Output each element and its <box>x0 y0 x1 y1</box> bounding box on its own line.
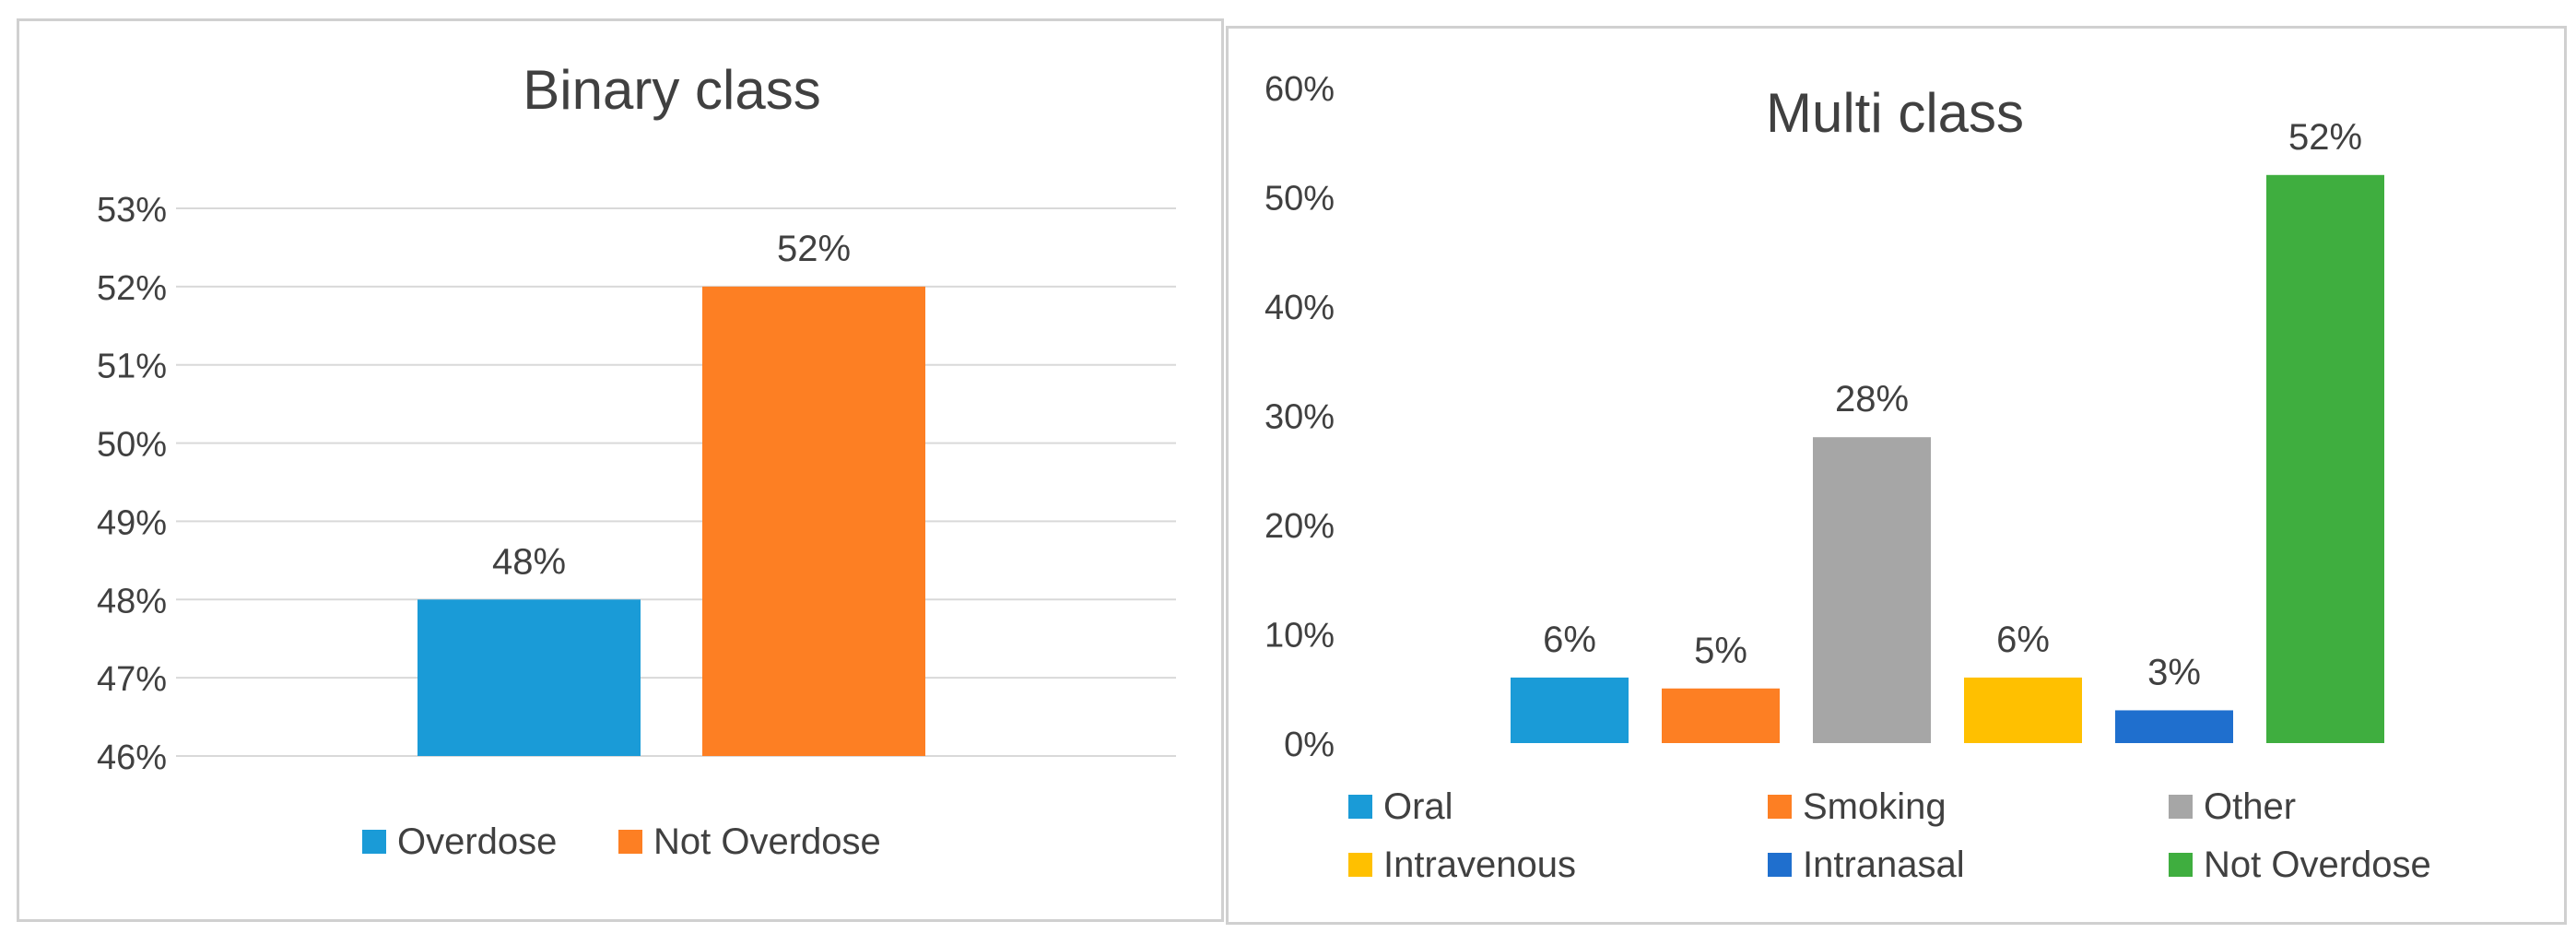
y-tick-label: 52% <box>97 269 167 308</box>
legend-label: Intranasal <box>1803 845 1965 885</box>
data-label: 48% <box>492 541 566 582</box>
bar-oral <box>1511 677 1629 743</box>
y-tick-label: 20% <box>1264 507 1335 546</box>
binary-class-chart: Binary class 46% 47% 48% 49% 50% 51% 52% 53% 48% 5… <box>97 59 1176 862</box>
y-tick-label: 50% <box>1264 180 1335 219</box>
legend-swatch <box>362 830 386 854</box>
data-label: 6% <box>1996 620 2050 660</box>
y-tick-label: 10% <box>1264 617 1335 656</box>
legend-label: Overdose <box>397 821 557 862</box>
data-label: 3% <box>2147 652 2201 692</box>
legend-label: Not Overdose <box>2204 845 2431 885</box>
legend-label: Not Overdose <box>653 821 881 862</box>
y-tick-label: 0% <box>1284 726 1335 764</box>
legend-label: Intravenous <box>1383 845 1576 885</box>
legend-swatch <box>2169 853 2193 877</box>
y-tick-label: 49% <box>97 503 167 542</box>
legend-swatch <box>1768 853 1792 877</box>
y-tick-label: 48% <box>97 582 167 620</box>
legend-swatch <box>1768 795 1792 819</box>
chart-title: Multi class <box>1766 82 2024 144</box>
y-tick-label: 40% <box>1264 289 1335 327</box>
bar-smoking <box>1662 688 1780 743</box>
y-tick-label: 60% <box>1264 70 1335 109</box>
y-tick-label: 50% <box>97 426 167 465</box>
bar-not-overdose <box>702 286 925 756</box>
binary-class-chart-panel: Binary class 46% 47% 48% 49% 50% 51% 52% 53% 48% 5… <box>17 18 1224 922</box>
data-label: 52% <box>777 229 851 269</box>
bar-not-overdose <box>2266 174 2384 744</box>
data-label: 52% <box>2288 117 2362 158</box>
legend-label: Oral <box>1383 786 1453 827</box>
bar-intranasal <box>2115 710 2233 743</box>
legend-swatch <box>2169 795 2193 819</box>
y-tick-label: 51% <box>97 348 167 386</box>
data-label: 5% <box>1694 631 1747 671</box>
y-tick-label: 47% <box>97 660 167 699</box>
legend-swatch <box>1348 795 1372 819</box>
chart-title: Binary class <box>523 59 820 121</box>
multi-class-chart-panel: Multi class 0% 10% 20% 30% 40% 50% 60% 6% 5% 28% 6%… <box>1226 26 2567 925</box>
bar-overdose <box>418 599 641 756</box>
y-tick-label: 53% <box>97 191 167 230</box>
legend-label: Smoking <box>1803 786 1947 827</box>
legend-swatch <box>618 830 642 854</box>
data-label: 6% <box>1543 620 1596 660</box>
legend-swatch <box>1348 853 1372 877</box>
data-label: 28% <box>1835 379 1909 419</box>
legend-label: Other <box>2204 786 2296 827</box>
multi-class-chart: Multi class 0% 10% 20% 30% 40% 50% 60% 6% 5% 28% 6%… <box>1264 70 2431 885</box>
y-tick-label: 30% <box>1264 398 1335 437</box>
bar-intravenous <box>1964 677 2082 743</box>
bar-other <box>1813 437 1931 743</box>
y-tick-label: 46% <box>97 738 167 777</box>
